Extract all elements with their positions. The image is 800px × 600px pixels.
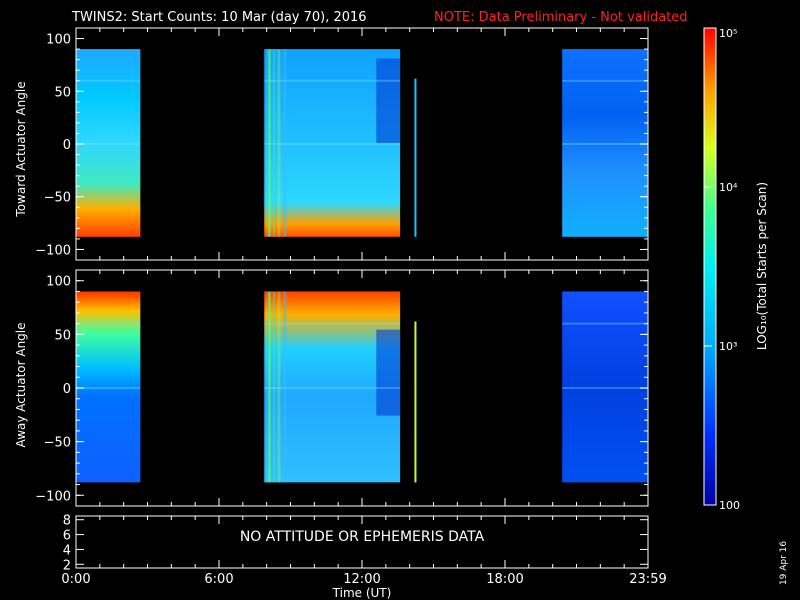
colorbar-tick-label: 100 — [719, 499, 740, 512]
heatmap-streak — [272, 291, 276, 483]
y-tick-label: 100 — [46, 33, 71, 48]
heatmap-streak — [283, 49, 287, 237]
y-tick-label: 50 — [54, 85, 71, 100]
x-axis-label: Time (UT) — [332, 586, 392, 600]
no-data-message: NO ATTITUDE OR EPHEMERIS DATA — [240, 529, 485, 545]
toward-heatmap-panel: 100 50 0 −50 −100 — [35, 27, 649, 261]
heatmap-streak — [283, 291, 287, 483]
footer-date: 19 Apr 16 — [779, 541, 789, 585]
heatmap-spike — [414, 78, 417, 237]
x-tick-label: 12:00 — [343, 572, 380, 587]
x-tick-label: 0:00 — [61, 572, 90, 587]
y-tick-label: −50 — [44, 191, 71, 206]
y-tick-label: 50 — [54, 328, 71, 343]
heatmap-streak — [267, 291, 271, 483]
heatmap-block — [76, 291, 141, 483]
y-tick-label: −100 — [35, 243, 71, 258]
heatmap-streak — [277, 291, 281, 483]
preliminary-note: NOTE: Data Preliminary - Not validated — [434, 10, 688, 25]
away-ylabel: Away Actuator Angle — [14, 322, 28, 447]
x-tick-label: 18:00 — [486, 572, 523, 587]
heatmap-block — [562, 49, 648, 237]
y-tick-label: −50 — [44, 436, 71, 451]
x-axis: 0:00 6:00 12:00 18:00 23:59 — [61, 572, 666, 587]
heatmap-streak — [272, 49, 276, 237]
heatmap-feature — [376, 329, 401, 416]
y-tick-label: 0 — [63, 382, 71, 397]
heatmap-feature — [376, 58, 401, 143]
y-tick-label: 2 — [63, 558, 71, 573]
toward-ylabel: Toward Actuator Angle — [14, 81, 28, 217]
y-tick-label: 6 — [63, 529, 71, 544]
plot-title: TWINS2: Start Counts: 10 Mar (day 70), 2… — [71, 10, 367, 25]
colorbar: 10⁵ 10⁴ 10³ 100 — [703, 27, 740, 512]
heatmap-block — [562, 291, 648, 483]
colorbar-tick-label: 10³ — [719, 340, 737, 353]
colorbar-tick-label: 10⁴ — [719, 181, 738, 194]
heatmap-streak — [277, 49, 281, 237]
colorbar-gradient — [703, 27, 717, 506]
y-tick-label: −100 — [35, 489, 71, 504]
y-tick-label: 0 — [63, 138, 71, 153]
colorbar-label: LOG₁₀(Total Starts per Scan) — [755, 182, 769, 350]
colorbar-tick-label: 10⁵ — [719, 27, 737, 40]
x-tick-label: 6:00 — [204, 572, 233, 587]
y-tick-label: 100 — [46, 275, 71, 290]
x-tick-label: 23:59 — [629, 572, 666, 587]
heatmap-block — [76, 49, 141, 237]
y-tick-label: 8 — [63, 514, 71, 529]
away-heatmap-panel: 100 50 0 −50 −100 — [35, 269, 649, 507]
heatmap-spike — [414, 321, 417, 483]
y-tick-label: 4 — [63, 543, 71, 558]
heatmap-streak — [267, 49, 271, 237]
